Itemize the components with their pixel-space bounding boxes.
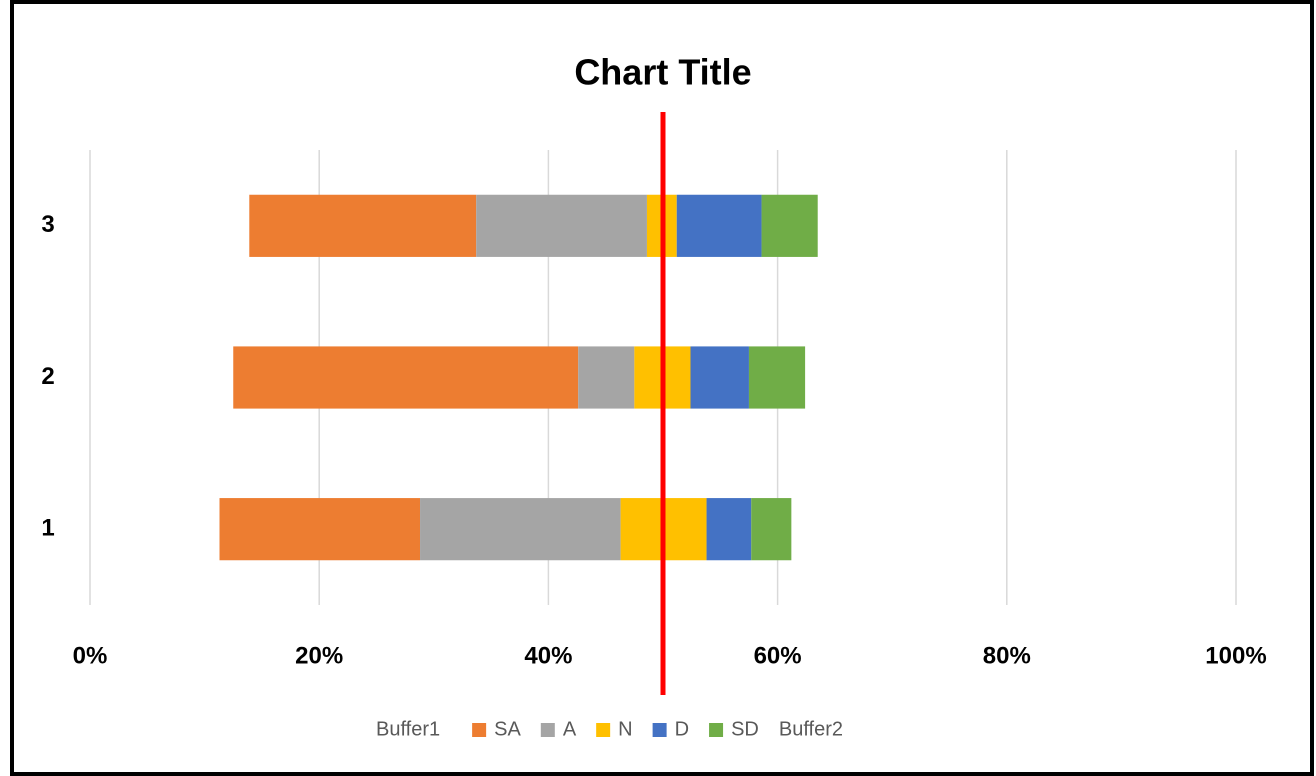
- y-tick-label: 3: [41, 211, 54, 238]
- bar-segment: [761, 194, 818, 257]
- x-tick-label: 0%: [73, 642, 108, 669]
- legend-swatch: [540, 723, 555, 737]
- bar-segment: [751, 498, 792, 561]
- frame: [10, 0, 1314, 776]
- legend-label: A: [563, 718, 577, 740]
- bar-segment: [249, 194, 477, 257]
- bar-segment: [706, 498, 752, 561]
- x-tick-label: 40%: [524, 642, 572, 669]
- x-tick-label: 60%: [754, 642, 802, 669]
- legend-swatch: [472, 723, 487, 737]
- bar-segment: [219, 498, 421, 561]
- bar-segment: [420, 498, 621, 561]
- bar-segment: [748, 346, 806, 409]
- bar-segment: [690, 346, 749, 409]
- legend-swatch: [596, 723, 611, 737]
- bar-segment: [476, 194, 647, 257]
- legend-label: SD: [731, 718, 759, 740]
- legend-label: SA: [494, 718, 521, 740]
- legend-label: D: [675, 718, 689, 740]
- legend-swatch: [709, 723, 724, 737]
- legend-label: Buffer1: [376, 718, 440, 740]
- bar-segment: [578, 346, 635, 409]
- legend-label: N: [618, 718, 632, 740]
- legend-label: Buffer2: [779, 718, 843, 740]
- bar-segment: [676, 194, 762, 257]
- y-tick-label: 2: [41, 363, 54, 390]
- legend-swatch: [652, 723, 667, 737]
- x-tick-label: 100%: [1205, 642, 1266, 669]
- x-tick-label: 80%: [983, 642, 1031, 669]
- y-tick-label: 1: [41, 515, 54, 542]
- x-tick-label: 20%: [295, 642, 343, 669]
- chart-title: Chart Title: [574, 52, 751, 93]
- bar-segment: [233, 346, 579, 409]
